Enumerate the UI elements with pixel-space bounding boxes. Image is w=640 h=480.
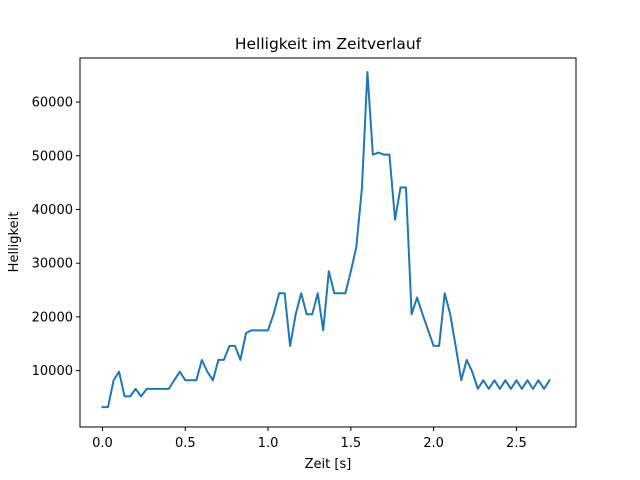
y-tick-label: 30000 [32, 257, 73, 272]
y-tick-label: 60000 [32, 96, 73, 111]
series-line-1 [101, 70, 551, 409]
y-tick-label: 10000 [32, 364, 73, 379]
x-axis-label: Zeit [s] [305, 457, 352, 472]
chart-marks [101, 70, 551, 409]
x-tick-label: 1.0 [258, 436, 279, 451]
y-tick-label: 20000 [32, 310, 73, 325]
y-axis-label: Helligkeit [7, 212, 22, 273]
y-tick-label: 40000 [32, 203, 73, 218]
x-tick-label: 1.5 [341, 436, 362, 451]
x-tick-label: 2.5 [506, 436, 527, 451]
plot-frame [79, 57, 577, 428]
y-axis: 10000 20000 30000 40000 50000 60000 [32, 96, 80, 379]
x-tick-label: 0.0 [92, 436, 113, 451]
chart-title: Helligkeit im Zeitverlauf [235, 35, 422, 53]
x-axis: 0.0 0.5 1.0 1.5 2.0 2.5 [92, 427, 527, 451]
x-tick-label: 2.0 [423, 436, 444, 451]
x-tick-label: 0.5 [175, 436, 196, 451]
y-tick-label: 50000 [32, 149, 73, 164]
